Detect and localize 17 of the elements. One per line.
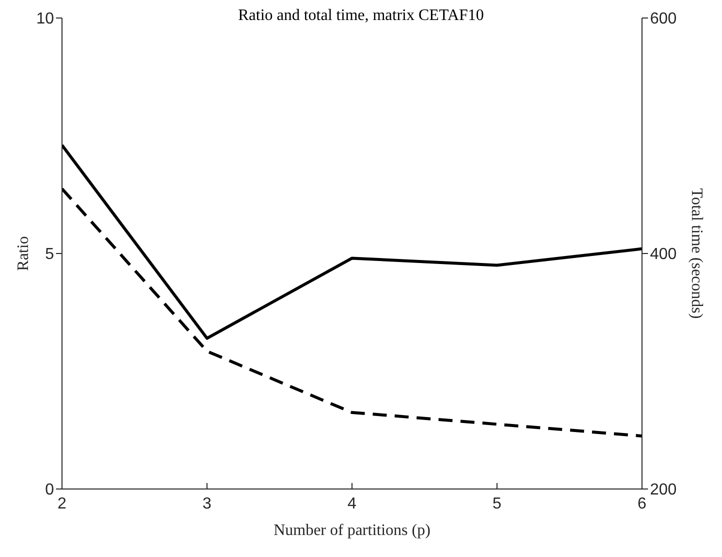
x-axis-title: Number of partitions (p) [274,522,430,539]
y2-tick-label: 200 [650,482,677,499]
y2-tick-label: 400 [650,246,677,264]
y-tick-label: 0 [45,482,54,499]
x-tick-label: 4 [348,495,357,512]
x-tick-label: 2 [58,495,67,512]
x-tick-label: 5 [492,495,502,512]
y2-tick-label: 600 [650,10,677,28]
x-tick-label: 6 [638,495,647,512]
y2-axis-title: Total time (seconds) [688,188,705,319]
y-axis-title: Ratio [15,236,32,271]
y-tick-label: 10 [36,10,54,28]
y-tick-label: 5 [45,246,54,264]
line-series [62,187,642,438]
line-series [62,144,642,340]
x-tick-label: 3 [202,495,212,512]
chart-title: Ratio and total time, matrix CETAF10 [238,7,484,24]
